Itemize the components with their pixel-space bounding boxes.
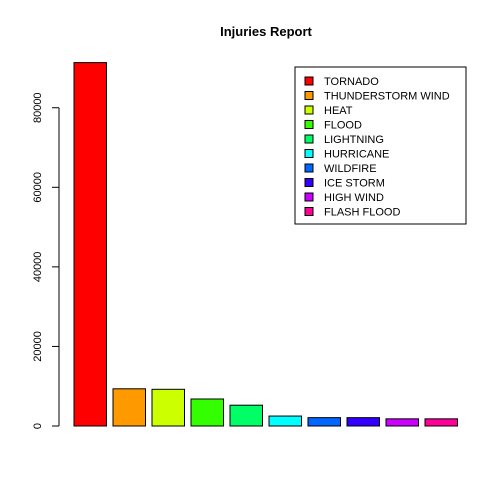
bar-heat bbox=[152, 389, 185, 426]
legend-label: LIGHTNING bbox=[324, 134, 384, 146]
y-tick-label: 60000 bbox=[32, 172, 44, 203]
legend-label: FLASH FLOOD bbox=[324, 207, 400, 219]
legend-swatch bbox=[305, 135, 313, 143]
bar-tornado bbox=[74, 63, 107, 426]
bar-ice-storm bbox=[347, 418, 380, 426]
bar-high-wind bbox=[386, 419, 419, 426]
y-tick-label: 20000 bbox=[32, 331, 44, 362]
bar-flood bbox=[191, 399, 224, 426]
legend-label: HEAT bbox=[324, 105, 353, 117]
bar-hurricane bbox=[269, 416, 302, 426]
bar-wildfire bbox=[308, 418, 341, 426]
legend-label: TORNADO bbox=[324, 76, 379, 88]
legend-label: HURRICANE bbox=[324, 149, 389, 161]
bar-thunderstorm-wind bbox=[113, 389, 146, 426]
legend-swatch bbox=[305, 106, 313, 114]
legend: TORNADO THUNDERSTORM WIND HEAT FLOOD LIGHTNI… bbox=[295, 67, 466, 224]
y-tick-label: 80000 bbox=[32, 92, 44, 123]
legend-swatch bbox=[305, 193, 313, 201]
bar-lightning bbox=[230, 405, 263, 426]
legend-swatch bbox=[305, 208, 313, 216]
legend-label: ICE STORM bbox=[324, 178, 385, 190]
legend-swatch bbox=[305, 179, 313, 187]
y-tick-label: 40000 bbox=[32, 252, 44, 283]
bar-flash-flood bbox=[425, 419, 458, 426]
legend-swatch bbox=[305, 77, 313, 85]
legend-label: WILDFIRE bbox=[324, 163, 377, 175]
legend-swatch bbox=[305, 92, 313, 100]
legend-label: HIGH WIND bbox=[324, 192, 384, 204]
legend-swatch bbox=[305, 150, 313, 158]
legend-swatch bbox=[305, 121, 313, 129]
legend-swatch bbox=[305, 164, 313, 172]
chart-title: Injuries Report bbox=[220, 24, 312, 39]
legend-label: FLOOD bbox=[324, 120, 362, 132]
y-axis: 0 20000 40000 60000 80000 bbox=[32, 92, 59, 429]
y-tick-label: 0 bbox=[32, 423, 44, 429]
legend-label: THUNDERSTORM WIND bbox=[324, 91, 450, 103]
